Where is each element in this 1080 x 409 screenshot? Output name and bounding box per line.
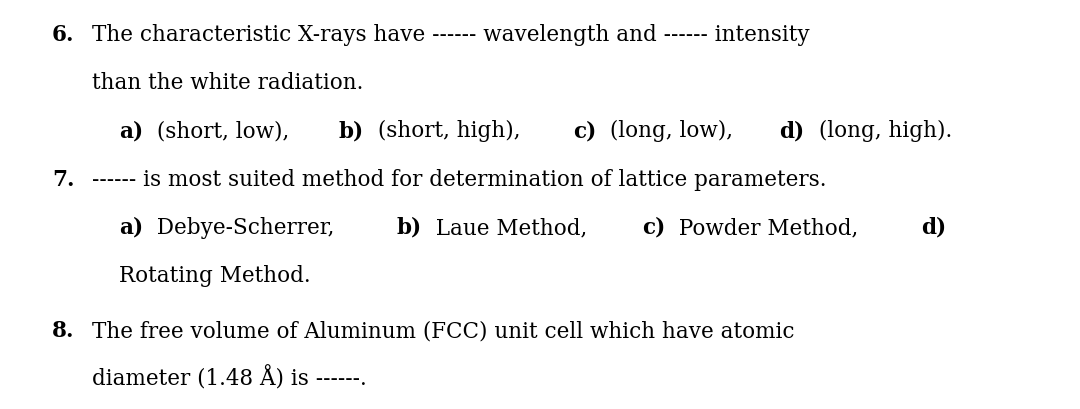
Text: c): c): [572, 120, 596, 142]
Text: d): d): [921, 217, 946, 239]
Text: a): a): [119, 217, 143, 239]
Text: 7.: 7.: [52, 169, 75, 191]
Text: Laue Method,: Laue Method,: [429, 217, 594, 239]
Text: b): b): [338, 120, 364, 142]
Text: 6.: 6.: [52, 24, 75, 46]
Text: (short, low),: (short, low),: [150, 120, 296, 142]
Text: b): b): [396, 217, 422, 239]
Text: The free volume of Aluminum (FCC) unit cell which have atomic: The free volume of Aluminum (FCC) unit c…: [92, 320, 794, 342]
Text: 8.: 8.: [52, 320, 75, 342]
Text: than the white radiation.: than the white radiation.: [92, 72, 363, 94]
Text: (long, high).: (long, high).: [812, 120, 951, 142]
Text: d): d): [780, 120, 805, 142]
Text: ------ is most suited method for determination of lattice parameters.: ------ is most suited method for determi…: [92, 169, 826, 191]
Text: (short, high),: (short, high),: [370, 120, 527, 142]
Text: Powder Method,: Powder Method,: [672, 217, 865, 239]
Text: Debye-Scherrer,: Debye-Scherrer,: [150, 217, 341, 239]
Text: diameter (1.48 Å) is ------.: diameter (1.48 Å) is ------.: [92, 366, 366, 391]
Text: Rotating Method.: Rotating Method.: [119, 265, 310, 287]
Text: c): c): [643, 217, 665, 239]
Text: (long, low),: (long, low),: [603, 120, 740, 142]
Text: The characteristic X-rays have ------ wavelength and ------ intensity: The characteristic X-rays have ------ wa…: [92, 24, 809, 46]
Text: a): a): [119, 120, 143, 142]
